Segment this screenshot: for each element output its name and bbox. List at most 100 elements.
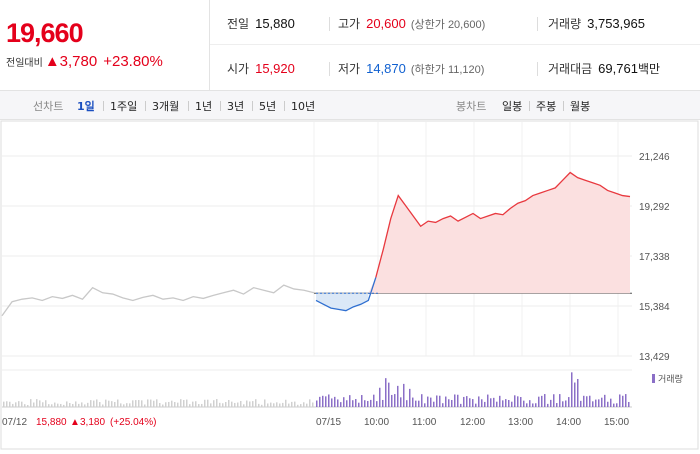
stat-open: 시가 15,920	[227, 61, 295, 76]
volume-bar	[409, 388, 411, 407]
divider	[145, 101, 146, 111]
volume-bar	[33, 402, 35, 407]
volume-bar	[508, 400, 510, 407]
volume-bar	[382, 399, 384, 407]
volume-bar	[138, 400, 140, 407]
volume-bar	[249, 401, 251, 407]
volume-legend-swatch	[652, 374, 655, 383]
current-price: 19,660	[6, 18, 84, 48]
volume-bar	[430, 397, 432, 407]
candle-tab-monthly[interactable]: 월봉	[570, 100, 591, 113]
volume-bar	[424, 403, 426, 407]
volume-legend-label: 거래량	[658, 373, 683, 384]
volume-bar	[346, 400, 348, 407]
row-divider	[210, 44, 700, 45]
period-tab-3y[interactable]: 3년	[227, 100, 245, 113]
stat-volume: 거래량 3,753,965	[548, 16, 645, 31]
volume-bar	[99, 402, 101, 407]
volume-bar	[147, 399, 149, 407]
volume-bar	[478, 396, 480, 407]
y-tick-label: 17,338	[639, 252, 670, 263]
divider	[284, 101, 285, 111]
candle-tab-weekly[interactable]: 주봉	[536, 100, 557, 113]
y-tick-label: 19,292	[639, 202, 670, 213]
period-tab-10y[interactable]: 10년	[291, 100, 316, 113]
volume-bar	[120, 403, 122, 407]
footer-arrow: ▲	[70, 417, 80, 428]
volume-bar	[3, 401, 5, 407]
stat-high: 고가 20,600 (상한가 20,600)	[338, 16, 486, 31]
volume-bar	[550, 399, 552, 407]
volume-bar	[66, 401, 68, 407]
volume-bar	[466, 396, 468, 407]
volume-bar	[577, 378, 579, 407]
stat-prev-close: 전일 15,880	[227, 16, 295, 31]
volume-bar	[622, 395, 624, 407]
volume-bar	[132, 400, 134, 407]
line-chart-label: 선차트	[33, 100, 64, 113]
volume-bar	[186, 399, 188, 407]
volume-bar	[153, 400, 155, 407]
volume-bar	[448, 399, 450, 407]
volume-bar	[370, 399, 372, 407]
period-tab-3m[interactable]: 3개월	[152, 100, 180, 113]
volume-bar	[598, 399, 600, 407]
volume-bar	[319, 396, 321, 407]
volume-bar	[114, 402, 116, 407]
y-tick-label: 15,384	[639, 302, 670, 313]
volume-bar	[523, 400, 525, 407]
volume-bar	[198, 404, 200, 407]
volume-bar	[276, 402, 278, 407]
volume-bar	[520, 397, 522, 407]
period-tab-1d[interactable]: 1일	[77, 100, 95, 113]
period-tab-1w[interactable]: 1주일	[110, 100, 138, 113]
volume-bar	[285, 399, 287, 407]
volume-bar	[207, 399, 209, 407]
divider	[329, 17, 330, 31]
footer-close: 15,880	[36, 417, 67, 428]
volume-bar	[544, 394, 546, 407]
period-tab-1y[interactable]: 1년	[195, 100, 213, 113]
x-tick-label: 10:00	[364, 417, 389, 428]
volume-bar	[589, 395, 591, 407]
volume-bar	[328, 394, 330, 407]
volume-bar	[297, 404, 299, 407]
volume-bar	[361, 395, 363, 407]
volume-bar	[568, 397, 570, 407]
volume-bar	[457, 394, 459, 407]
price-change: 전일대비 ▲3,780 +23.80%	[6, 53, 163, 70]
volume-bar	[216, 399, 218, 407]
divider	[537, 62, 538, 76]
volume-bar	[517, 396, 519, 407]
candle-tab-daily[interactable]: 일봉	[502, 100, 523, 113]
volume-bar	[376, 401, 378, 407]
chart-toolbar: 선차트 1일 1주일 3개월 1년 3년 5년 10년 봉차트 일봉 주봉 월봉	[0, 90, 700, 120]
volume-bar	[228, 399, 230, 407]
volume-bar	[331, 398, 333, 407]
volume-bar	[373, 394, 375, 407]
volume-bar	[165, 402, 167, 407]
divider	[220, 101, 221, 111]
volume-bar	[282, 402, 284, 407]
volume-bar	[123, 404, 125, 407]
volume-bar	[168, 401, 170, 407]
volume-bar	[418, 400, 420, 407]
volume-bar	[48, 404, 50, 407]
volume-bar	[499, 395, 501, 407]
period-tab-5y[interactable]: 5년	[259, 100, 277, 113]
volume-bar	[270, 402, 272, 407]
volume-bar	[126, 403, 128, 407]
volume-bar	[514, 395, 516, 407]
volume-bar	[27, 404, 29, 407]
volume-bar	[502, 400, 504, 407]
volume-bar	[433, 401, 435, 407]
volume-bar	[129, 403, 131, 407]
volume-bar	[595, 399, 597, 407]
divider	[563, 101, 564, 111]
quote-header: 19,660 전일대비 ▲3,780 +23.80% 전일 15,880 고가 20,6…	[0, 0, 700, 90]
volume-bar	[391, 394, 393, 407]
x-tick-label: 15:00	[604, 417, 629, 428]
volume-bar	[222, 403, 224, 407]
volume-bar	[364, 400, 366, 407]
above-area-fill	[368, 172, 630, 294]
